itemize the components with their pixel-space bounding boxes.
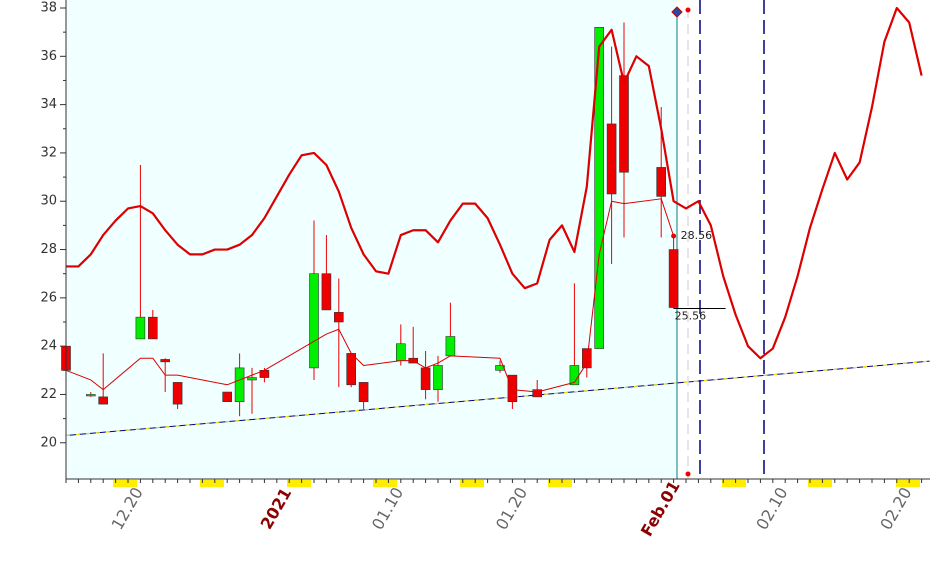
candle-body [395,343,406,361]
candle-body [160,359,170,363]
candle-body [148,316,158,340]
line [65,198,675,393]
weekend-marker [287,480,311,487]
candle-body [594,27,605,349]
weekend-marker [200,480,224,487]
y-tick-label: 32 [40,145,57,160]
x-tick-label: Feb.01 [637,477,684,539]
candle-body [495,365,505,371]
y-tick-label: 28 [40,242,57,257]
candle-body [358,382,369,403]
candle-body [445,336,456,357]
trendline-dash [65,360,930,437]
candle-body [532,389,543,398]
candle-body [433,365,443,390]
weekend-marker [548,480,572,487]
candle-body [135,316,146,340]
candle-body [333,312,344,323]
candle-body [321,273,332,311]
x-tick-label: 01.10 [368,484,407,533]
candle-body [234,367,245,403]
high-label: 28.56 [681,229,713,242]
marker-dot [685,471,691,477]
weekend-marker [113,480,137,487]
y-tick-label: 30 [40,194,57,209]
candle-body [346,353,357,386]
candle-body [606,123,617,195]
y-tick-label: 34 [40,97,57,112]
line [66,6,923,360]
high-dot [671,233,677,239]
weekend-marker [808,480,832,487]
candle-body [98,396,108,405]
candle-body [86,394,96,397]
y-tick-label: 26 [40,290,57,305]
candle-body [222,391,232,403]
y-tick-label: 22 [40,387,57,402]
candle-body [668,249,679,308]
y-tick-label: 20 [40,435,57,450]
history-shade [66,0,677,479]
candle-body [656,167,667,197]
x-tick-label: 02.10 [752,484,791,533]
weekend-marker [373,480,397,487]
weekend-marker [722,480,746,487]
weekend-marker [896,480,920,487]
marker-dot [685,7,691,13]
x-tick-label: 02.20 [876,484,915,533]
candle-body [247,377,257,381]
cursor-diamond [671,6,683,18]
candle-body [172,382,183,405]
candle-body [619,75,629,173]
candle-body [309,273,319,369]
x-tick-label: 01.20 [492,484,531,533]
candle-body [420,367,431,390]
x-tick-label: 2021 [257,484,296,532]
x-tick-label: 12.20 [107,484,146,533]
y-tick-label: 38 [40,1,57,16]
y-tick-label: 24 [40,339,57,354]
y-tick-label: 36 [40,49,57,64]
low-label: 25.56 [675,309,707,322]
candle-body [581,348,592,369]
weekend-marker [460,480,484,487]
